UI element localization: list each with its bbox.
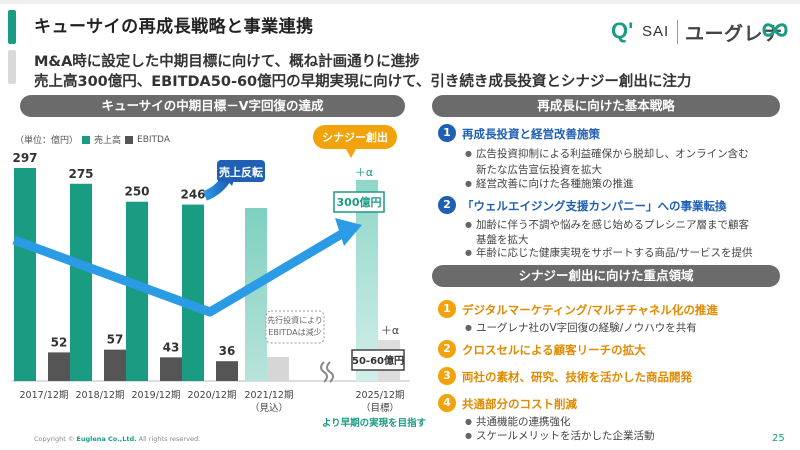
plus-alpha-sales: ＋α (355, 166, 373, 179)
strategy-1-bullet-1-cont: 新たな広告宣伝投資を拡大 (476, 162, 602, 177)
focus-4-bullet-1: 共通機能の連携強化 (476, 415, 571, 429)
bar-sales-3 (182, 205, 204, 381)
plus-alpha-ebitda: ＋α (381, 324, 399, 337)
euglena-infinity-icon (762, 20, 788, 40)
label-sales-3: 246 (180, 188, 205, 202)
synergy-section-header: シナジー創出に向けた重点領域 (432, 265, 780, 287)
label-ebitda-3: 36 (219, 344, 236, 358)
target-sales-label: 300億円 (337, 195, 382, 209)
strategy-section-header: 再成長に向けた基本戦略 (432, 95, 780, 117)
bar-ebitda-2 (160, 357, 182, 381)
label-ebitda-2: 43 (163, 340, 180, 354)
synergy-callout-pointer (346, 149, 356, 158)
logo-divider (677, 20, 678, 44)
focus-1-number: 1 (438, 300, 456, 318)
bottom-note: より早期の実現を目指す (322, 417, 427, 429)
strategy-1-title: 再成長投資と経営改善施策 (462, 126, 600, 142)
bar-ebitda-2021 (267, 357, 289, 381)
strategy-2-bullet-2: 年齢に応じた健康実現をサポートする商品/サービスを提供 (476, 246, 753, 260)
bar-sales-0 (14, 168, 36, 381)
axis-break-icon (321, 362, 333, 382)
qsai-logo-text: SAI (642, 23, 669, 40)
focus-3-number: 3 (438, 367, 456, 385)
strategy-1-number: 1 (438, 124, 456, 142)
x-tick-note-4: （見込） (250, 402, 288, 414)
bar-ebitda-0 (48, 352, 70, 381)
qsai-logo-q: Q' (611, 18, 633, 44)
copyright: Copyright © Euglena Co.,Ltd. All rights … (34, 435, 200, 443)
strategy-2-title: 「ウェルエイジング支援カンパニー」への事業転換 (462, 198, 727, 214)
focus-1-bullet-1: ユーグレナ社のV字回復の経験/ノウハウを共有 (476, 321, 697, 335)
label-sales-2: 250 (124, 185, 149, 199)
focus-3-title: 両社の素材、研究、技術を活かした商品開発 (462, 369, 692, 385)
x-tick-note-5: （目標） (361, 402, 399, 414)
copyright-prefix: Copyright © (34, 435, 74, 443)
strategy-2-bullet-1-cont: 基盤を拡大 (476, 232, 529, 247)
sales-reversal-label: 売上反転 (219, 165, 263, 179)
x-tick-label-3: 2020/12期 (188, 390, 237, 401)
bar-ebitda-1 (104, 350, 126, 381)
v-recovery-arrow (14, 232, 345, 312)
copyright-company: Euglena Co.,Ltd. (76, 435, 136, 443)
target-ebitda-label: 50-60億円 (352, 354, 404, 367)
x-tick-label-5: 2025/12期 (356, 390, 405, 401)
bar-ebitda-3 (216, 361, 238, 381)
strategy-2-bullet-1: 加齢に伴う不調や悩みを感じ始めるプレシニア層まで顧客 (476, 218, 749, 232)
page-number: 25 (772, 433, 785, 444)
bar-sales-1 (70, 184, 92, 381)
synergy-label: シナジー創出 (322, 130, 388, 144)
note-2021-line2: EBITDAは減少 (268, 327, 321, 337)
label-ebitda-1: 57 (107, 333, 124, 347)
focus-4-bullet-2: スケールメリットを活かした企業活動 (476, 429, 655, 443)
strategy-1-bullet-2: 経営改善に向けた各種施策の推進 (476, 177, 634, 191)
label-ebitda-0: 52 (51, 335, 68, 349)
label-sales-1: 275 (68, 167, 93, 181)
strategy-1-bullet-1: 広告投資抑制による利益確保から脱却し、オンライン含む (476, 147, 749, 161)
strategy-2-number: 2 (438, 196, 456, 214)
label-sales-0: 297 (12, 151, 37, 165)
note-2021-line1: 先行投資により (267, 315, 323, 325)
x-tick-label-2: 2019/12期 (132, 390, 181, 401)
focus-2-number: 2 (438, 340, 456, 358)
copyright-rights: All rights reserved. (139, 435, 200, 443)
focus-4-title: 共通部分のコスト削減 (462, 396, 577, 412)
focus-2-title: クロスセルによる顧客リーチの拡大 (462, 342, 646, 358)
x-tick-label-1: 2018/12期 (76, 390, 125, 401)
focus-4-number: 4 (438, 394, 456, 412)
x-tick-label-0: 2017/12期 (20, 390, 69, 401)
x-tick-label-4: 2021/12期 (245, 390, 294, 401)
revenue-ebitda-chart: 297 52 275 57 250 43 246 36 先行投資により EBITDAは減少 売… (0, 0, 430, 450)
focus-1-title: デジタルマーケティング/マルチチャネル化の推進 (462, 302, 718, 318)
